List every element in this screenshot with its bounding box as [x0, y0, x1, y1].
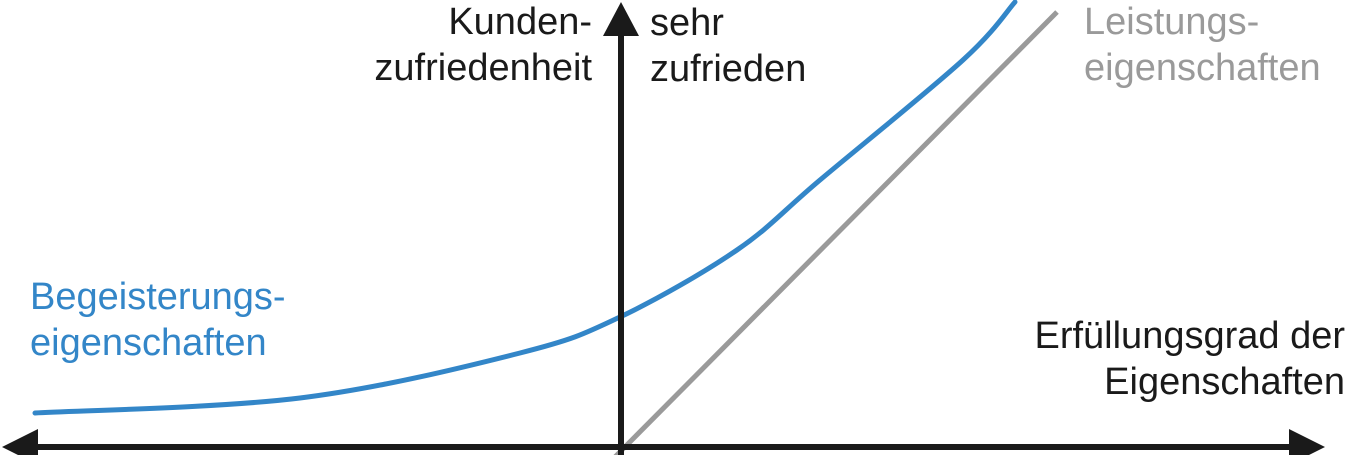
- x-axis-title-line2: Eigenschaften: [1104, 361, 1345, 403]
- y-axis-top-annotation-line2: zufrieden: [650, 48, 807, 90]
- performance-series-label-line1: Leistungs-: [1084, 1, 1260, 43]
- y-axis-title-line1: Kunden-: [448, 1, 592, 43]
- performance-series-label: Leistungs- eigenschaften: [1084, 0, 1321, 91]
- y-axis-top-annotation: sehr zufrieden: [650, 0, 806, 92]
- y-axis-title: Kunden- zufriedenheit: [374, 0, 592, 91]
- x-axis-title-line1: Erfüllungsgrad der: [1034, 315, 1345, 357]
- y-axis-arrowhead-icon: [603, 2, 639, 36]
- performance-series-label-line2: eigenschaften: [1084, 47, 1321, 89]
- y-axis-title-line2: zufriedenheit: [374, 47, 592, 89]
- excitement-curve: [32, 0, 1018, 416]
- excitement-series-label-line2: eigenschaften: [30, 322, 267, 364]
- x-axis-left-arrowhead-icon: [2, 429, 38, 455]
- excitement-series-label-line1: Begeisterungs-: [30, 276, 286, 318]
- performance-line: [613, 10, 1059, 455]
- y-axis-top-annotation-line1: sehr: [650, 2, 724, 44]
- excitement-series-label: Begeisterungs- eigenschaften: [30, 274, 286, 366]
- x-axis-right-arrowhead-icon: [1289, 429, 1325, 455]
- x-axis-title: Erfüllungsgrad der Eigenschaften: [1034, 313, 1345, 405]
